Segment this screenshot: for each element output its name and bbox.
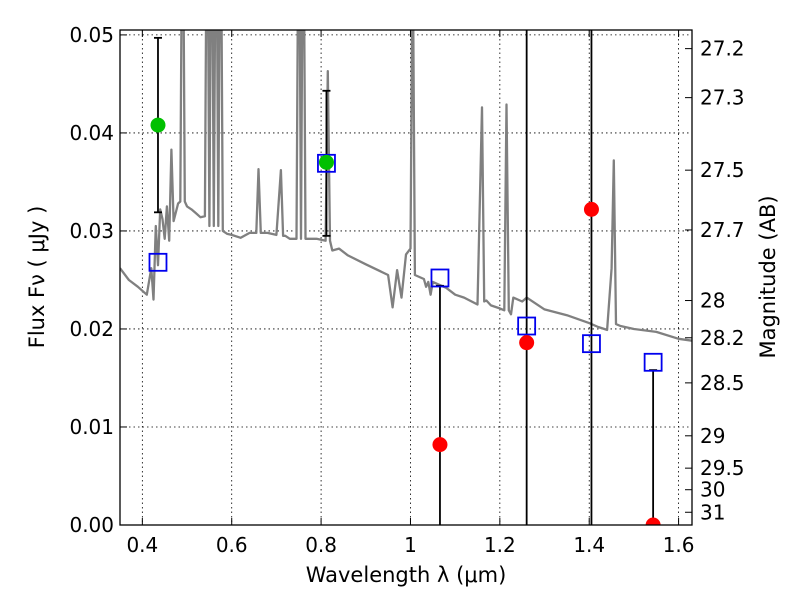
sed-model-line bbox=[120, 30, 692, 342]
photometry-point bbox=[583, 201, 599, 217]
magnitude-tick-label: 29 bbox=[700, 424, 725, 448]
photometry-point bbox=[432, 437, 448, 453]
magnitude-tick-label: 30 bbox=[700, 478, 725, 502]
magnitude-tick-label: 28.2 bbox=[700, 326, 745, 350]
model-square-point bbox=[317, 153, 336, 173]
y-tick-label: 0.04 bbox=[69, 121, 114, 145]
plot-frame bbox=[119, 29, 693, 526]
magnitude-axis-title: Magnitude (AB) bbox=[756, 195, 780, 358]
photometry-point bbox=[519, 335, 535, 351]
magnitude-tick-label: 28.5 bbox=[700, 371, 745, 395]
magnitude-tick-label: 29.5 bbox=[700, 456, 745, 480]
x-tick-label: 1.4 bbox=[573, 533, 605, 557]
magnitude-tick-label: 28 bbox=[700, 289, 725, 313]
photometry-point bbox=[150, 117, 166, 133]
model-square-point bbox=[148, 252, 168, 272]
y-tick-label: 0.01 bbox=[69, 415, 114, 439]
x-tick-label: 1.6 bbox=[663, 533, 695, 557]
model-square-point bbox=[582, 334, 601, 354]
plot-clipped bbox=[120, 30, 692, 525]
x-axis-title: Wavelength λ (μm) bbox=[306, 563, 507, 587]
y-tick-label: 0.05 bbox=[69, 23, 114, 47]
model-square-point bbox=[643, 352, 663, 372]
magnitude-tick-label: 27.5 bbox=[700, 158, 745, 182]
magnitude-tick-label: 27.2 bbox=[700, 37, 745, 61]
x-tick-label: 1.2 bbox=[484, 533, 516, 557]
plot-area bbox=[120, 30, 692, 525]
y-axis: 0.00 0.01 0.02 0.03 0.04 0.05 bbox=[69, 23, 127, 537]
photometry-point bbox=[645, 517, 661, 525]
x-tick-label: 0.8 bbox=[305, 533, 337, 557]
model-square-point bbox=[430, 268, 450, 288]
magnitude-tick-label: 31 bbox=[700, 500, 725, 524]
magnitude-tick-label: 27.7 bbox=[700, 218, 745, 242]
y-tick-label: 0.02 bbox=[69, 317, 114, 341]
x-tick-label: 0.6 bbox=[216, 533, 248, 557]
x-axis: 0.4 0.6 0.8 1 1.2 1.4 1.6 bbox=[126, 30, 695, 557]
x-tick-label: 0.4 bbox=[126, 533, 158, 557]
y-tick-label: 0.00 bbox=[69, 513, 114, 537]
model-square-point bbox=[517, 316, 537, 336]
magnitude-tick-label: 27.3 bbox=[700, 86, 745, 110]
y-tick-label: 0.03 bbox=[69, 219, 114, 243]
x-tick-label: 1 bbox=[404, 533, 417, 557]
photometry-point bbox=[318, 154, 334, 170]
y-axis-title: Flux Fν ( μJy ) bbox=[25, 206, 49, 349]
